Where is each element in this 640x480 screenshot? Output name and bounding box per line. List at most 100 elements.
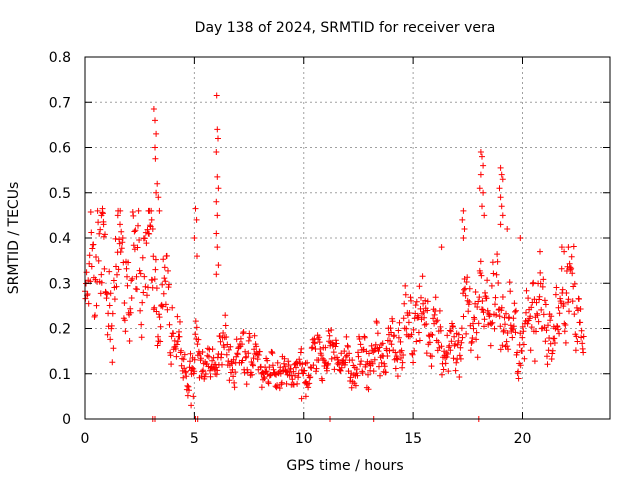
data-point	[243, 381, 250, 388]
data-point	[221, 344, 228, 351]
data-point	[209, 346, 216, 353]
data-point	[172, 345, 179, 352]
data-point	[213, 198, 220, 205]
data-point	[462, 292, 469, 299]
x-tick-label: 5	[190, 431, 199, 447]
data-point	[169, 304, 176, 311]
data-point	[488, 282, 495, 289]
data-point	[472, 289, 479, 295]
data-point	[337, 367, 344, 374]
data-point	[244, 366, 251, 373]
data-point	[145, 230, 152, 237]
data-point	[311, 340, 318, 347]
data-point	[160, 256, 167, 263]
data-point	[159, 281, 166, 288]
data-point	[447, 328, 454, 335]
data-point	[215, 135, 221, 142]
data-point	[535, 318, 542, 325]
data-point	[141, 273, 148, 280]
data-point	[412, 302, 419, 309]
data-point	[213, 149, 220, 155]
data-point	[455, 337, 462, 344]
data-point	[540, 311, 547, 318]
data-point	[457, 344, 464, 351]
data-point	[202, 371, 209, 377]
data-point	[148, 216, 155, 223]
data-point	[561, 248, 568, 255]
data-point	[316, 339, 323, 346]
data-point	[456, 374, 463, 380]
data-point	[153, 308, 160, 315]
data-point	[517, 330, 524, 337]
data-point	[420, 309, 427, 315]
data-point	[406, 310, 413, 316]
data-point	[136, 267, 143, 274]
data-point	[400, 352, 407, 358]
data-point	[207, 367, 213, 374]
data-point	[479, 153, 485, 160]
data-point	[139, 254, 146, 261]
data-point	[184, 382, 191, 389]
data-point	[461, 286, 467, 293]
data-point	[499, 212, 506, 219]
data-point	[358, 358, 365, 365]
data-point	[505, 346, 512, 353]
data-point	[330, 349, 337, 356]
data-point	[432, 294, 439, 301]
data-point	[365, 386, 372, 393]
data-point	[154, 180, 161, 187]
data-point	[227, 343, 234, 350]
data-point	[419, 273, 426, 280]
data-point	[539, 283, 546, 290]
data-point	[388, 341, 395, 348]
data-point	[466, 299, 473, 305]
data-point	[450, 355, 457, 362]
data-point	[123, 265, 130, 272]
data-point	[239, 357, 246, 364]
data-point	[187, 358, 193, 365]
data-point	[484, 307, 491, 314]
data-point	[405, 319, 412, 326]
data-point	[408, 331, 415, 338]
data-point	[552, 291, 559, 298]
data-point	[418, 294, 424, 301]
data-point	[566, 308, 572, 315]
data-point	[463, 330, 470, 337]
data-point	[411, 347, 418, 354]
data-point	[306, 380, 313, 387]
data-point	[305, 384, 312, 391]
data-point	[108, 322, 115, 329]
data-point	[192, 318, 199, 325]
data-point	[357, 361, 364, 368]
data-point	[517, 235, 524, 241]
data-point	[422, 297, 429, 304]
data-point	[476, 185, 483, 192]
data-point	[87, 209, 94, 215]
data-point	[218, 351, 225, 358]
data-point	[160, 290, 167, 297]
data-point	[223, 351, 230, 358]
data-point	[181, 365, 188, 372]
data-point	[144, 226, 151, 233]
data-point	[410, 326, 417, 333]
data-point	[533, 299, 540, 306]
data-point	[193, 216, 200, 223]
data-point	[497, 221, 504, 228]
data-point	[575, 307, 581, 314]
data-point	[577, 319, 584, 326]
data-point	[119, 235, 126, 241]
data-point	[338, 364, 345, 371]
data-point	[152, 155, 159, 162]
data-point	[304, 359, 311, 366]
data-point	[394, 373, 401, 380]
data-point	[438, 343, 445, 350]
data-point	[415, 314, 422, 321]
data-point	[213, 230, 220, 237]
data-point	[168, 361, 175, 368]
data-point	[346, 350, 353, 357]
data-point	[568, 265, 575, 272]
data-point	[149, 277, 156, 284]
data-point	[451, 333, 458, 340]
data-point	[232, 369, 239, 376]
data-point	[565, 244, 572, 251]
